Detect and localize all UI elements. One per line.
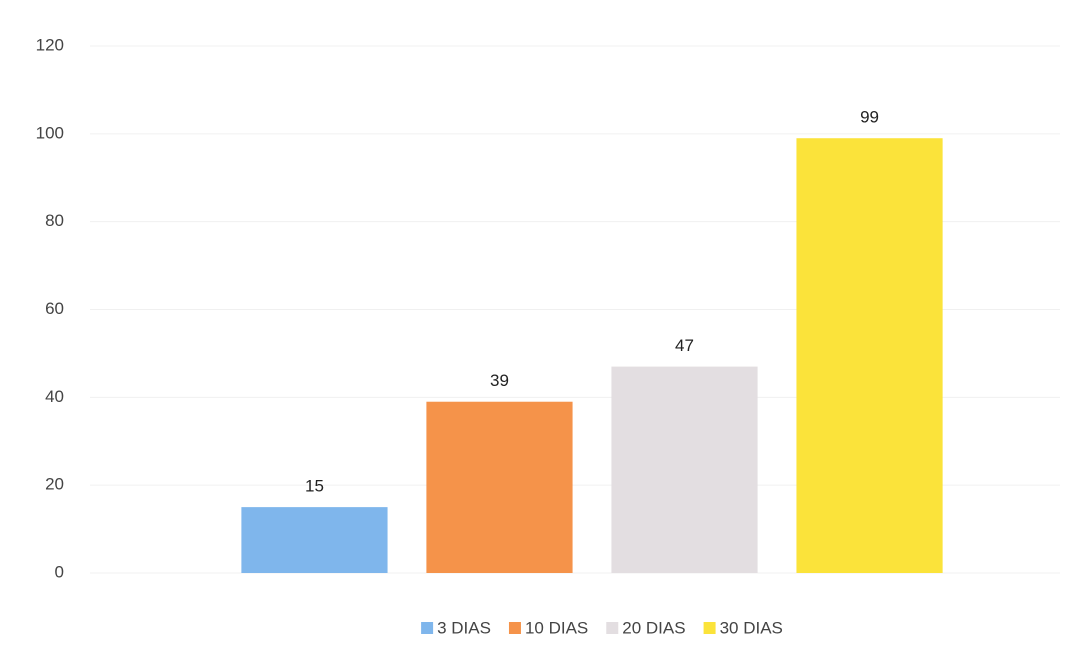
- y-tick-label: 80: [45, 211, 64, 230]
- bar: [241, 507, 388, 573]
- legend-label: 30 DIAS: [720, 618, 783, 637]
- y-tick-label: 100: [36, 123, 64, 142]
- y-tick-label: 40: [45, 387, 64, 406]
- y-tick-label: 120: [36, 35, 64, 54]
- legend-label: 20 DIAS: [622, 618, 685, 637]
- legend-swatch: [606, 622, 619, 634]
- y-tick-label: 0: [55, 562, 64, 581]
- legend-swatch: [421, 622, 434, 634]
- bar: [796, 138, 943, 573]
- y-tick-label: 60: [45, 299, 64, 318]
- data-label: 39: [490, 371, 509, 390]
- bar: [611, 366, 758, 573]
- data-label: 99: [860, 108, 879, 127]
- legend-swatch: [703, 622, 716, 634]
- data-label: 47: [675, 336, 694, 355]
- y-tick-label: 20: [45, 475, 64, 494]
- legend-label: 10 DIAS: [525, 618, 588, 637]
- legend-swatch: [508, 622, 521, 634]
- bar: [426, 401, 573, 573]
- legend-label: 3 DIAS: [437, 618, 491, 637]
- data-label: 15: [305, 477, 324, 496]
